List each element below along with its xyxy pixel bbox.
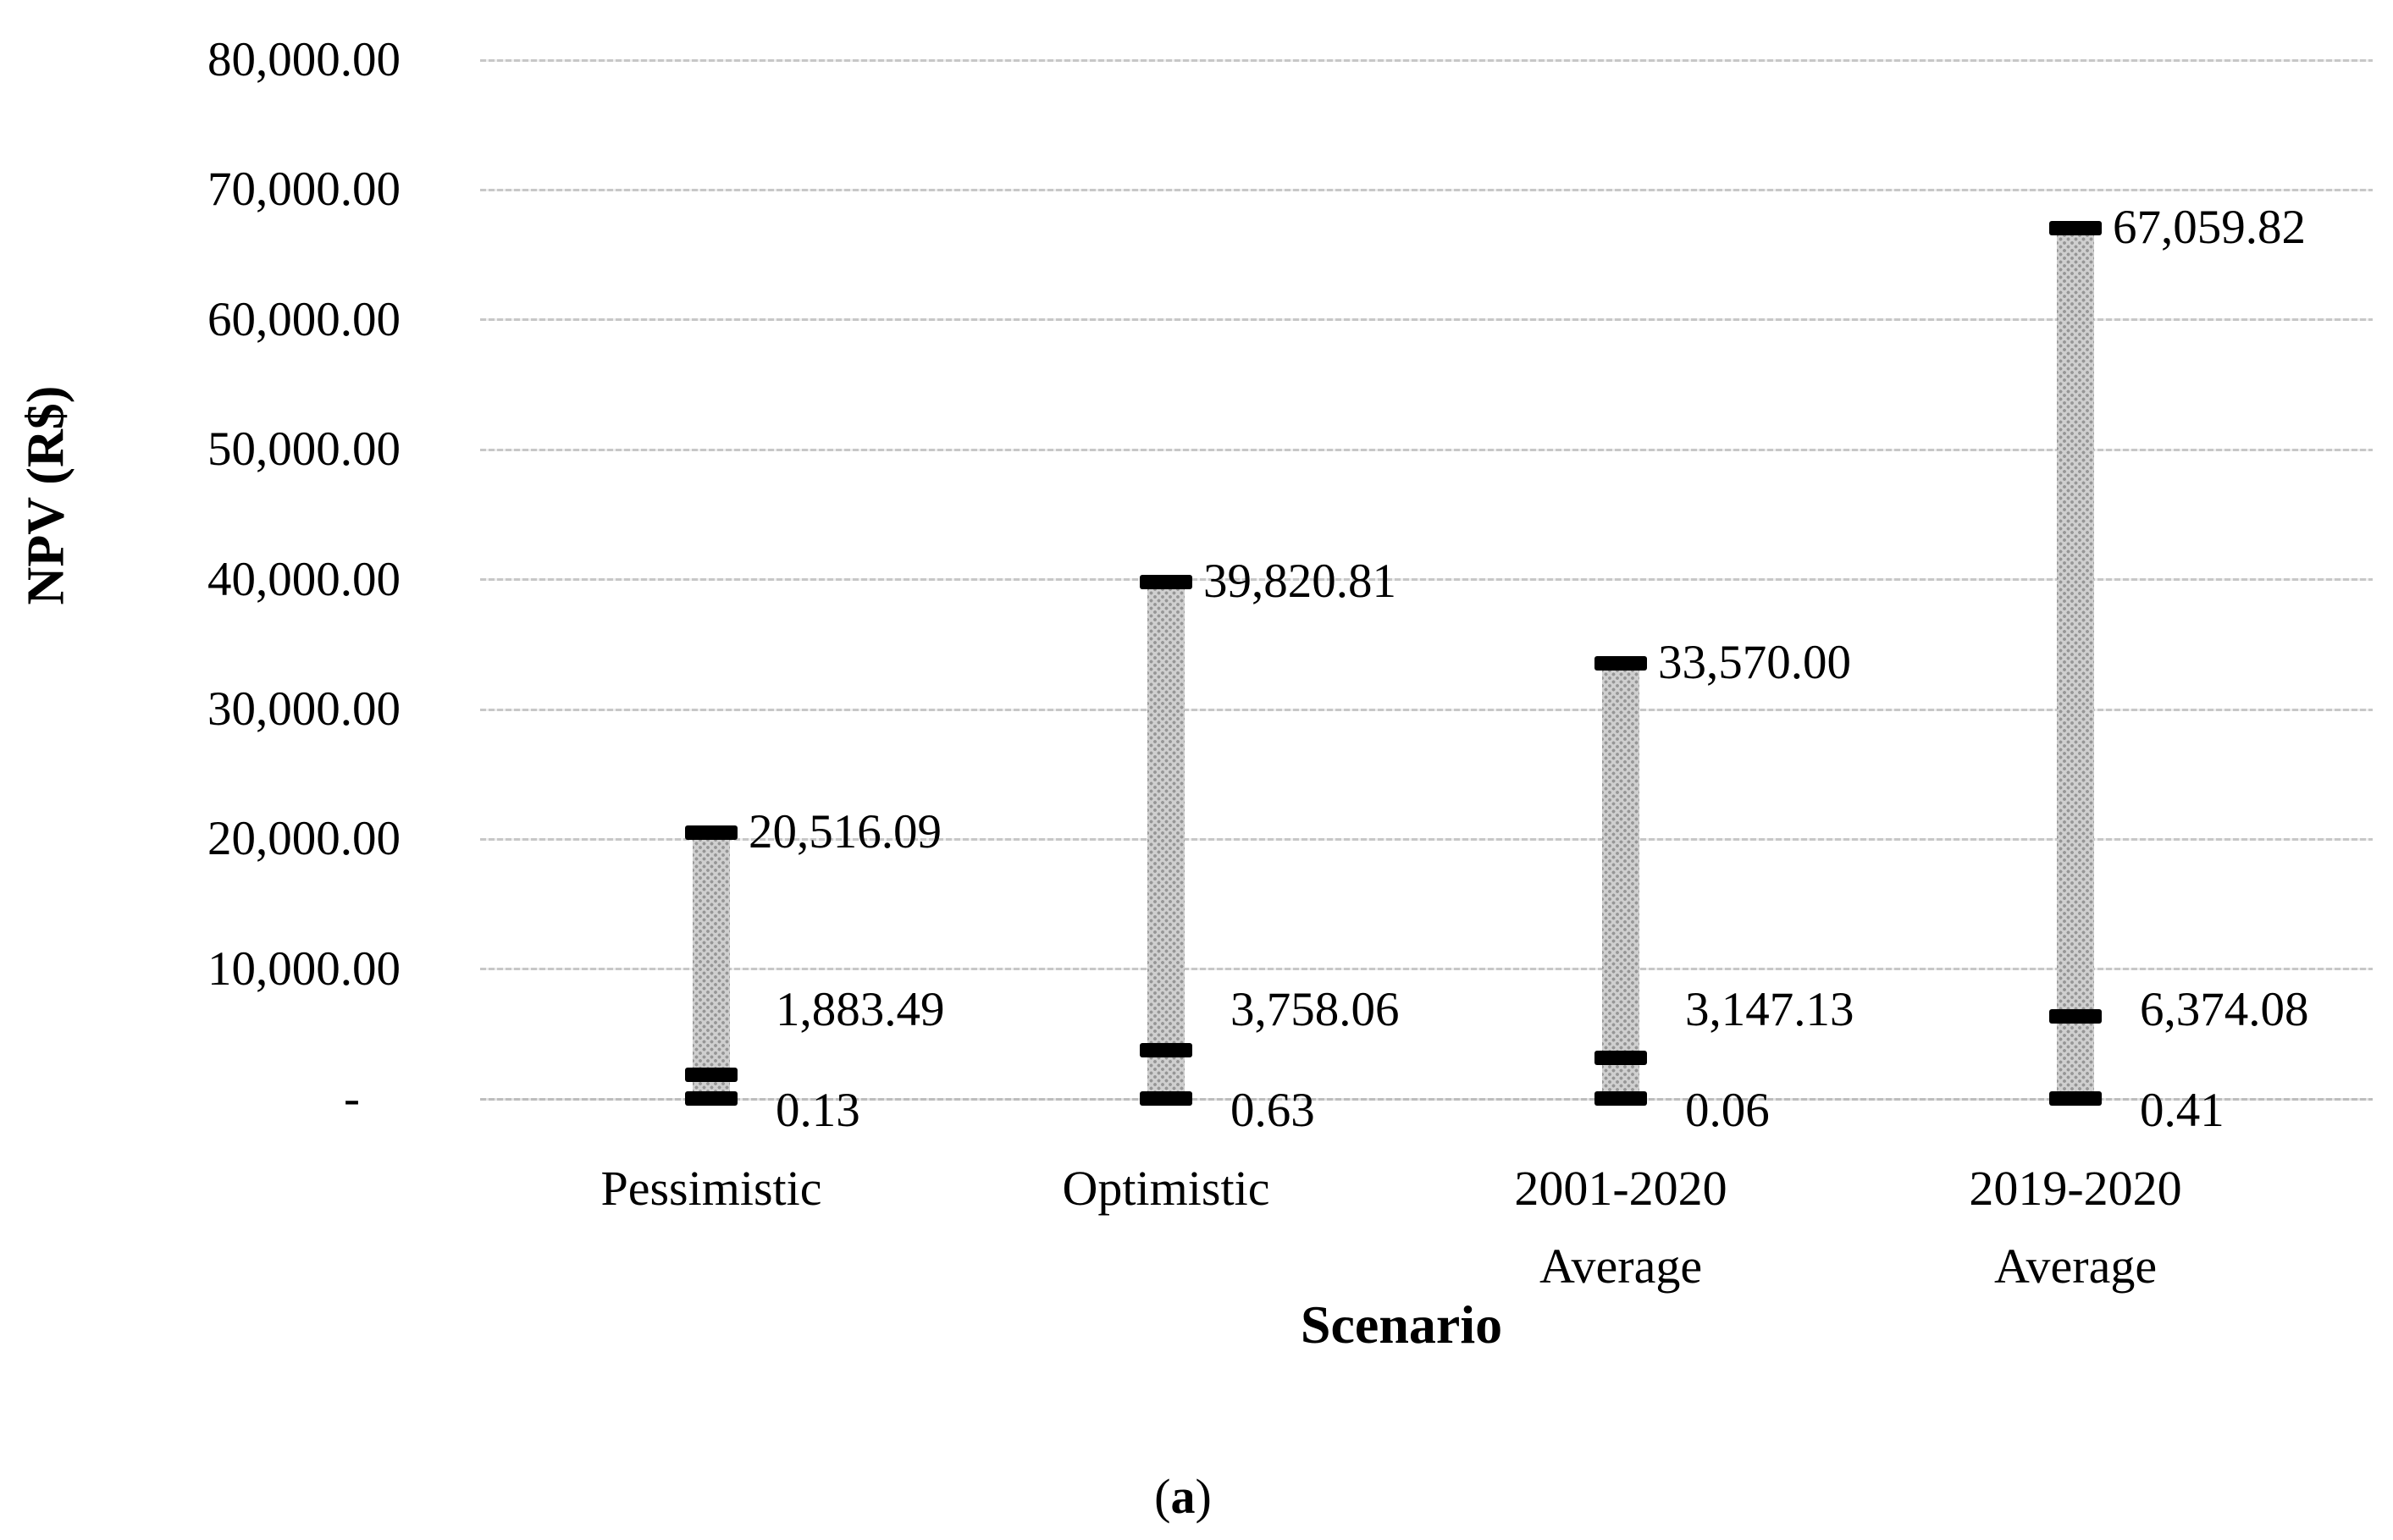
x-tick-line: 2001-2020 (1514, 1161, 1727, 1216)
value-label-low-optimistic: 0.63 (1230, 1084, 1315, 1137)
gridline- (480, 1097, 2373, 1101)
y-tick-label-70-000-00: 70,000.00 (207, 163, 401, 217)
value-label-close-2019-2020-average: 6,374.08 (2140, 983, 2309, 1036)
gridline-50-000-00 (480, 448, 2373, 451)
caption-close-paren: ) (1195, 1469, 1212, 1524)
marker-close-optimistic (1140, 1042, 1192, 1057)
x-tick-label-optimistic: Optimistic (937, 1150, 1395, 1228)
value-label-low-2019-2020-average: 0.41 (2140, 1084, 2224, 1137)
marker-low-2001-2020-average (1594, 1091, 1647, 1107)
y-tick-label-10-000-00: 10,000.00 (207, 941, 401, 996)
caption-letter: a (1170, 1469, 1196, 1524)
value-label-high-pessimistic: 20,516.09 (749, 805, 942, 859)
marker-close-pessimistic (685, 1067, 738, 1082)
caption-open-paren: ( (1154, 1469, 1171, 1524)
gridline-70-000-00 (480, 188, 2373, 191)
marker-high-pessimistic (685, 825, 738, 840)
x-tick-line: Pessimistic (600, 1161, 822, 1216)
x-tick-label-2019-2020-average: 2019-2020 Average (1847, 1150, 2304, 1305)
marker-high-2019-2020-average (2049, 220, 2102, 235)
y-tick-label-60-000-00: 60,000.00 (207, 292, 401, 346)
x-tick-line: Average (1539, 1239, 1703, 1294)
value-label-low-pessimistic: 0.13 (776, 1084, 860, 1137)
gridline-20-000-00 (480, 837, 2373, 841)
hilo-bar-2001-2020-average (1602, 663, 1639, 1099)
value-label-low-2001-2020-average: 0.06 (1685, 1084, 1770, 1137)
gridline-10-000-00 (480, 968, 2373, 971)
value-label-high-optimistic: 39,820.81 (1203, 555, 1396, 609)
x-tick-line: Optimistic (1062, 1161, 1270, 1216)
value-label-close-pessimistic: 1,883.49 (776, 983, 945, 1036)
gridline-60-000-00 (480, 318, 2373, 322)
y-tick-label-50-000-00: 50,000.00 (207, 422, 401, 477)
x-axis-title: Scenario (1300, 1294, 1503, 1355)
x-tick-label-pessimistic: Pessimistic (483, 1150, 940, 1228)
x-tick-label-2001-2020-average: 2001-2020 Average (1392, 1150, 1849, 1305)
gridline-80-000-00 (480, 58, 2373, 62)
hilo-bar-pessimistic (693, 832, 730, 1099)
y-tick-label-: - (344, 1072, 360, 1126)
value-label-high-2001-2020-average: 33,570.00 (1658, 636, 1851, 690)
marker-low-2019-2020-average (2049, 1091, 2102, 1107)
marker-low-pessimistic (685, 1091, 738, 1107)
x-tick-line: Average (1993, 1239, 2158, 1294)
y-tick-label-20-000-00: 20,000.00 (207, 812, 401, 866)
marker-close-2001-2020-average (1594, 1051, 1647, 1066)
y-tick-label-30-000-00: 30,000.00 (207, 682, 401, 736)
marker-low-optimistic (1140, 1091, 1192, 1107)
hilo-bar-2019-2020-average (2057, 228, 2094, 1099)
marker-high-optimistic (1140, 574, 1192, 589)
hilo-bar-optimistic (1147, 582, 1185, 1099)
figure-caption: (a) (1154, 1466, 1212, 1527)
gridline-30-000-00 (480, 708, 2373, 711)
x-tick-line: 2019-2020 (1969, 1161, 2182, 1216)
gridline-40-000-00 (480, 578, 2373, 582)
value-label-close-2001-2020-average: 3,147.13 (1685, 983, 1854, 1036)
marker-high-2001-2020-average (1594, 655, 1647, 671)
y-tick-label-40-000-00: 40,000.00 (207, 552, 401, 606)
y-tick-label-80-000-00: 80,000.00 (207, 33, 401, 86)
marker-close-2019-2020-average (2049, 1008, 2102, 1024)
value-label-high-2019-2020-average: 67,059.82 (2113, 201, 2306, 255)
value-label-close-optimistic: 3,758.06 (1230, 983, 1400, 1036)
